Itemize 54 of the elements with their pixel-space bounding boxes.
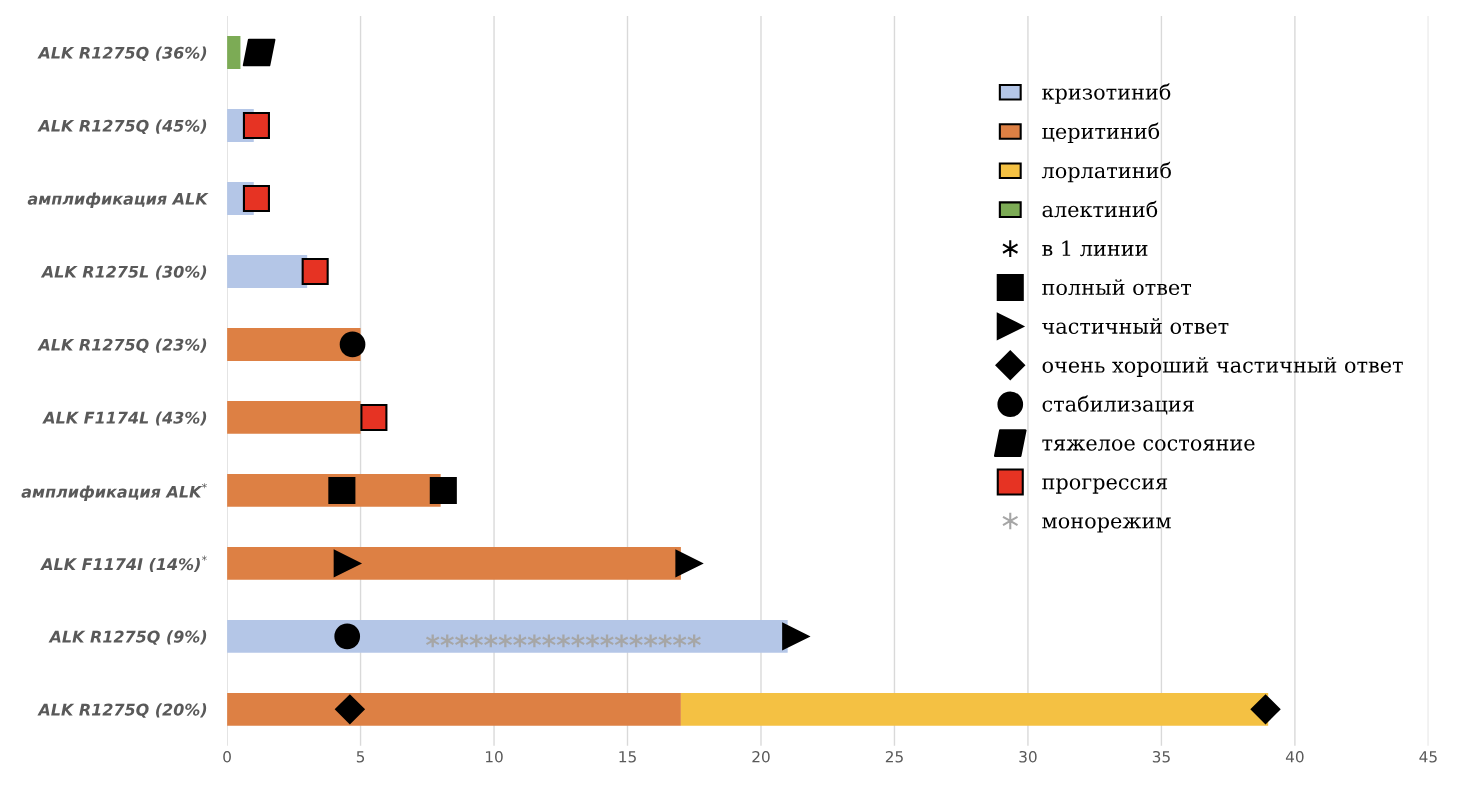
y-tick-label: ALK R1275Q (45%) [37, 119, 207, 134]
x-tick-label: 15 [619, 751, 636, 763]
y-tick-label: ALK R1275Q (36%) [37, 46, 207, 61]
legend-label: прогрессия [1042, 478, 1168, 494]
y-tick-label: ALK F1174L (43%) [42, 411, 207, 426]
x-tick-label: 0 [223, 750, 231, 763]
legend-label: стабилизация [1042, 395, 1194, 415]
bar [227, 546, 681, 580]
y-tick-label: ALK R1275Q (20%) [37, 703, 207, 718]
bar [227, 619, 788, 653]
legend-label: полный ответ [1042, 279, 1192, 296]
point [335, 694, 365, 725]
y-tick-label: ALK R1275L (30%) [40, 265, 207, 280]
legend-label: церитиниб [1042, 122, 1160, 144]
point [242, 38, 276, 67]
point [782, 622, 810, 650]
point [301, 257, 329, 286]
y-tick-label: амплификация ALK [27, 192, 209, 208]
y-tick-label: амплификация ALK$^{*}$ [21, 483, 207, 501]
x-tick-label: 35 [1152, 750, 1170, 763]
legend-label: в 1 линии [1042, 240, 1148, 257]
x-tick-label: 45 [1419, 751, 1437, 763]
x-tick-label: 25 [885, 750, 903, 763]
legend-label: лорлатиниб [1041, 161, 1171, 183]
bar [227, 36, 241, 69]
legend-label: монорежим [1042, 517, 1171, 533]
x-tick-label: 10 [485, 750, 503, 763]
point [1250, 694, 1281, 725]
x-tick-label: 30 [1019, 750, 1037, 763]
point [334, 623, 361, 650]
point [339, 331, 366, 358]
point [675, 549, 703, 577]
annotation: ******************* [425, 634, 701, 648]
point [328, 476, 356, 504]
legend-label: алектиниб [1042, 200, 1158, 218]
point [360, 403, 388, 431]
legend-label: очень хороший частичный ответ [1042, 356, 1403, 377]
y-tick-label: ALK R1275Q (9%) [48, 630, 207, 645]
bar [227, 255, 308, 288]
legend-label: кризотиниб [1042, 83, 1171, 104]
bar [680, 692, 1269, 726]
y-tick-label: ALK R1275Q (23%) [37, 338, 207, 353]
point [242, 184, 270, 213]
legend-label: частичный ответ [1042, 318, 1229, 334]
point [333, 549, 361, 577]
x-tick-label: 5 [356, 751, 365, 763]
bar [227, 401, 361, 434]
x-tick-label: 20 [752, 750, 770, 763]
point [242, 111, 270, 140]
y-tick-label: ALK F1174I (14%)$^{*}$ [40, 555, 207, 573]
point [429, 476, 457, 504]
legend-label: тяжелое состояние [1042, 439, 1255, 451]
bar [227, 692, 681, 726]
x-tick-label: 40 [1285, 750, 1304, 763]
